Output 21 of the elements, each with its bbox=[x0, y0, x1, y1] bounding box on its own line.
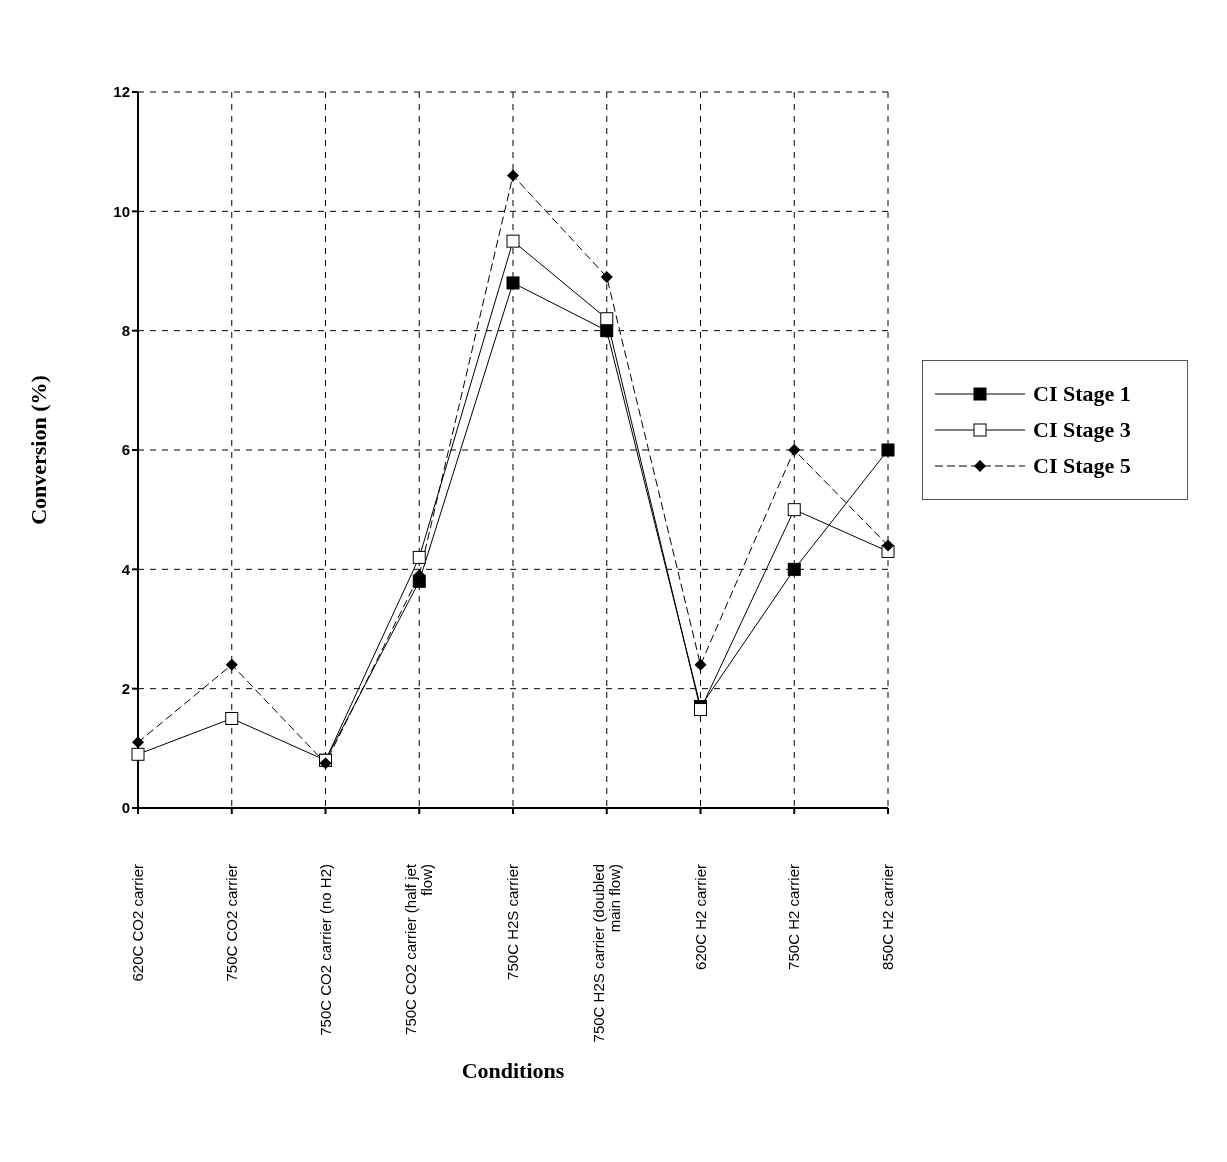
x-tick-label: 620C CO2 carrier bbox=[129, 864, 146, 982]
x-axis-title: Conditions bbox=[461, 1058, 565, 1083]
y-tick-label: 10 bbox=[113, 202, 130, 220]
x-tick-label: 620C H2 carrier bbox=[691, 864, 709, 970]
y-tick-label: 2 bbox=[121, 679, 130, 697]
y-tick-label: 0 bbox=[121, 799, 130, 817]
y-tick-label: 12 bbox=[113, 83, 130, 101]
x-tick-label: 750C H2S carrier (doubled main flow) bbox=[589, 864, 623, 1043]
x-tick-label: 750C CO2 carrier bbox=[222, 864, 240, 982]
x-tick-label: 750C H2S carrier bbox=[504, 864, 521, 980]
y-axis-title: Conversion (%) bbox=[25, 375, 51, 525]
legend-label: CI Stage 1 bbox=[1033, 381, 1131, 407]
x-tick-label: 750C H2 carrier bbox=[785, 864, 803, 970]
x-tick-label: 750C CO2 carrier (no H2) bbox=[316, 864, 334, 1036]
x-tick-label: 750C CO2 carrier (half jet flow) bbox=[402, 863, 436, 1035]
y-tick-label: 4 bbox=[121, 560, 131, 578]
x-tick-label: 850C H2 carrier bbox=[879, 864, 896, 970]
y-tick-label: 8 bbox=[121, 321, 130, 339]
y-tick-label: 6 bbox=[121, 441, 130, 459]
legend-label: CI Stage 3 bbox=[1033, 417, 1131, 443]
legend-label: CI Stage 5 bbox=[1033, 453, 1131, 479]
